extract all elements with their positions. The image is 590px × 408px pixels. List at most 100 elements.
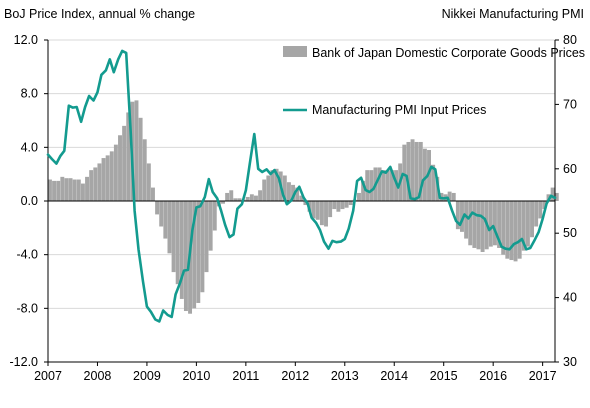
bar: [204, 201, 209, 273]
bar: [93, 167, 98, 201]
bar: [134, 100, 139, 201]
x-tick-label: 2013: [331, 369, 359, 383]
legend-line-label: Manufacturing PMI Input Prices: [312, 103, 486, 117]
bar: [509, 201, 514, 261]
bar: [488, 201, 493, 247]
bar: [85, 176, 90, 201]
bar: [497, 201, 502, 248]
bar: [109, 151, 114, 201]
bar: [270, 170, 275, 201]
bar: [455, 201, 460, 230]
x-tick-label: 2016: [479, 369, 507, 383]
bar: [299, 195, 304, 201]
left-tick-label: 0.0: [21, 194, 38, 208]
bar: [175, 201, 180, 285]
x-tick-label: 2009: [133, 369, 161, 383]
bar: [229, 190, 234, 201]
left-tick-label: -4.0: [16, 248, 38, 262]
bar: [89, 170, 94, 201]
bar: [472, 201, 477, 248]
x-tick-label: 2017: [529, 369, 557, 383]
legend-bar-label: Bank of Japan Domestic Corporate Goods P…: [312, 46, 585, 60]
bar: [315, 201, 320, 220]
bar: [324, 201, 328, 227]
legend: Bank of Japan Domestic Corporate Goods P…: [283, 46, 585, 117]
bar: [212, 201, 217, 231]
bar: [410, 139, 415, 201]
x-tick-label: 2014: [380, 369, 408, 383]
bar: [105, 155, 110, 201]
bar: [258, 190, 263, 201]
bar-series: [48, 100, 559, 314]
bar: [554, 192, 559, 201]
bar: [538, 201, 543, 219]
bar: [266, 175, 271, 201]
bar: [492, 201, 497, 246]
bar: [192, 201, 197, 309]
bar: [113, 144, 118, 201]
bar: [274, 168, 279, 201]
bar: [155, 201, 160, 215]
bar: [76, 179, 81, 201]
bar: [418, 141, 423, 201]
bar: [534, 201, 539, 227]
x-tick-label: 2010: [182, 369, 210, 383]
bar: [480, 201, 485, 252]
bar: [282, 175, 287, 201]
bar: [249, 194, 254, 201]
bar: [122, 125, 127, 201]
bar: [221, 201, 225, 204]
axes: 12.0 8.0 4.0 0.0 -4.0 -8.0 -12.0 80 70 60 50 40 30 20…: [10, 33, 577, 383]
bar: [447, 191, 452, 201]
bar: [521, 201, 526, 251]
bar: [381, 170, 386, 201]
bar: [179, 201, 184, 299]
bar: [80, 183, 85, 201]
bar: [501, 201, 506, 255]
x-tick-label: 2007: [34, 369, 62, 383]
bar: [233, 198, 238, 201]
bar: [60, 176, 65, 201]
bar: [295, 187, 300, 201]
bar: [328, 201, 333, 218]
bar: [167, 201, 172, 254]
bar: [101, 158, 106, 201]
left-tick-label: -12.0: [10, 355, 39, 369]
bar: [72, 179, 77, 201]
x-tick-label: 2008: [84, 369, 112, 383]
left-tick-label: 8.0: [21, 87, 38, 101]
bar: [52, 180, 57, 201]
bar: [369, 170, 374, 201]
left-axis-title: BoJ Price Index, annual % change: [4, 7, 195, 21]
bar: [530, 201, 534, 238]
bar: [303, 201, 308, 206]
bar: [476, 201, 481, 250]
bar: [126, 112, 131, 201]
left-tick-label: -8.0: [16, 301, 38, 315]
bar: [460, 201, 464, 232]
bar: [262, 179, 267, 201]
bar: [385, 170, 390, 201]
right-tick-label: 40: [563, 291, 577, 305]
bar: [159, 201, 164, 227]
right-tick-label: 80: [563, 33, 577, 47]
bar: [517, 201, 522, 259]
bar: [146, 163, 151, 201]
bar: [286, 182, 291, 201]
bar: [365, 170, 370, 201]
bar: [163, 201, 168, 239]
right-tick-label: 50: [563, 226, 577, 240]
bar: [427, 150, 431, 201]
bar: [336, 201, 341, 212]
bar: [183, 201, 188, 312]
bar: [340, 201, 345, 210]
bar: [464, 201, 469, 239]
bar: [505, 201, 510, 259]
x-tick-label: 2015: [430, 369, 458, 383]
legend-bar-swatch: [283, 46, 307, 57]
bar: [254, 195, 258, 201]
pmi-input-prices-line: [46, 49, 557, 323]
bar: [245, 196, 250, 201]
left-tick-label: 12.0: [14, 33, 38, 47]
